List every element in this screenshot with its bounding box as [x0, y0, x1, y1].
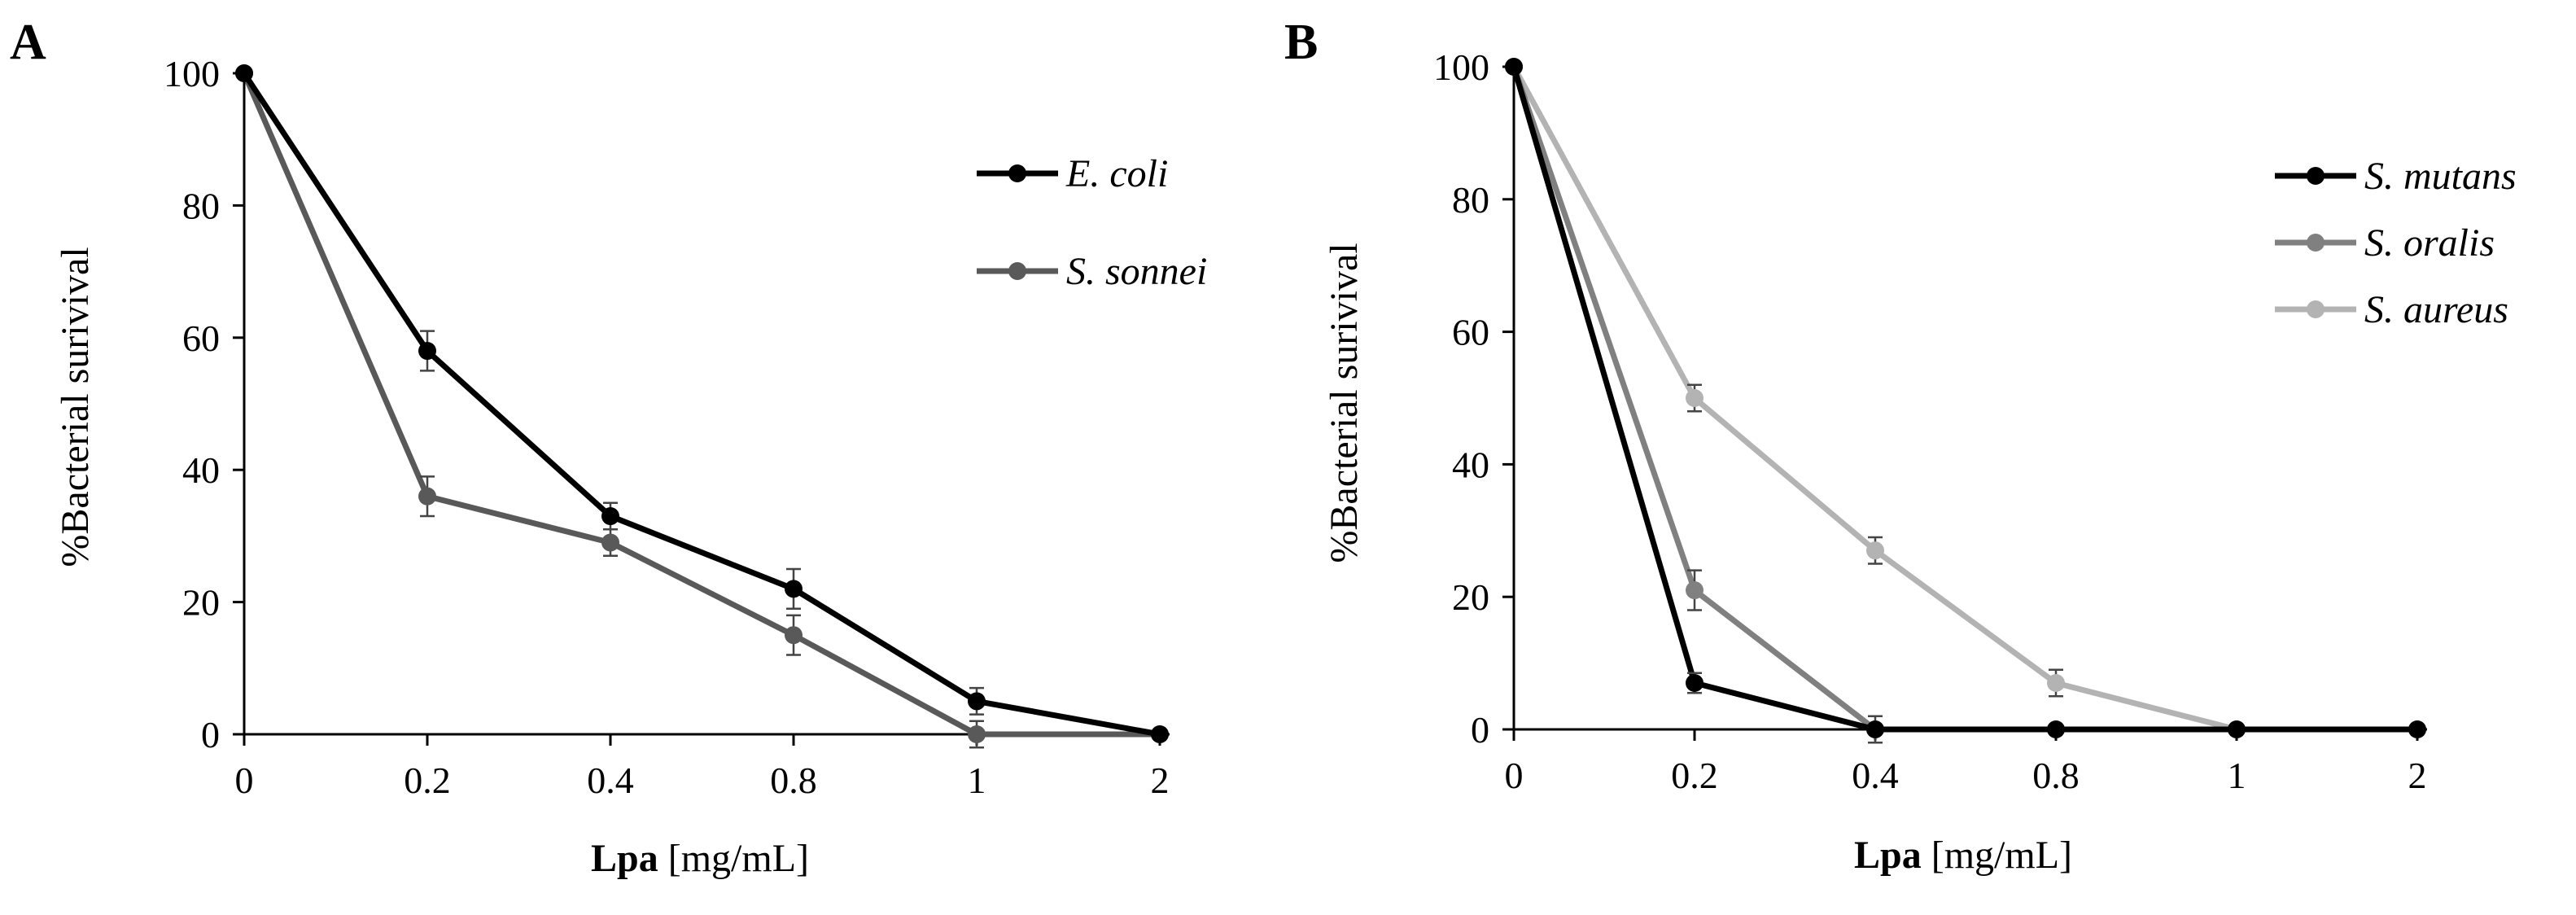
series-line [242, 72, 1161, 738]
plot-area: 0 20 40 60 80 100 0 0.2 0.4 0.8 1 2 S. mutans S. oral… [1433, 46, 2517, 796]
legend-swatch-marker [1008, 164, 1026, 182]
y-tick-label: 0 [1471, 709, 1489, 751]
legend-swatch-marker [1008, 262, 1026, 280]
data-point [2408, 720, 2426, 738]
x-tick-label: 0 [1505, 755, 1524, 796]
data-point [601, 507, 619, 526]
x-tick-label: 0.8 [770, 760, 817, 801]
y-axis-title: %Bacterial surivival [54, 247, 97, 567]
y-tick-label: 40 [182, 449, 220, 491]
series-line [241, 72, 1160, 738]
data-point [1151, 725, 1169, 743]
x-tick-label: 0.2 [1671, 755, 1718, 796]
legend-item: S. sonnei [977, 250, 1207, 293]
legend-label: E. coli [1065, 152, 1168, 195]
x-tick-label: 0.4 [587, 760, 634, 801]
legend-item: S. mutans [2275, 155, 2517, 198]
x-tick-label: 0.2 [404, 760, 451, 801]
panel-label: A [10, 15, 46, 70]
series-s-oralis [1505, 58, 2426, 744]
y-tick-label: 80 [1452, 179, 1489, 221]
y-tick-label: 80 [182, 185, 220, 226]
panel-b: B 0 20 40 60 80 100 0 0.2 0.4 0.8 1 2 S. mutans S. or… [1284, 15, 2517, 877]
x-tick-label: 2 [1151, 760, 1170, 801]
x-tick-label: 0 [235, 760, 254, 801]
legend-item: E. coli [977, 152, 1168, 195]
y-tick-label: 60 [182, 317, 220, 359]
data-point [1866, 541, 1884, 560]
legend-label: S. mutans [2364, 155, 2517, 198]
panel-a: A 0 20 40 60 80 100 0 0.2 0.4 0.8 1 2 E. coli S. sonn… [10, 15, 1207, 880]
legend-label: S. aureus [2364, 288, 2508, 331]
data-point [2047, 674, 2065, 693]
x-axis-title-unit: [mg/mL] [1922, 834, 2072, 877]
data-point [785, 626, 803, 645]
x-tick-label: 0.8 [2032, 755, 2080, 796]
data-point [968, 692, 986, 711]
legend-label: S. oralis [2364, 221, 2495, 265]
y-tick-label: 60 [1452, 312, 1489, 353]
x-tick-label: 0.4 [1852, 755, 1899, 796]
legend-swatch-marker [2307, 234, 2325, 252]
legend-label: S. sonnei [1066, 250, 1207, 293]
y-tick-label: 20 [1452, 576, 1489, 618]
y-tick-label: 20 [182, 582, 220, 624]
series-line [1511, 65, 2417, 733]
data-point [2047, 720, 2065, 738]
x-axis-title-bold: Lpa [591, 837, 658, 880]
series-s-aureus [1505, 58, 2426, 738]
data-point [235, 64, 253, 82]
data-point [418, 342, 436, 361]
series-s-sonnei [235, 64, 1169, 749]
y-tick-label: 40 [1452, 444, 1489, 485]
legend-swatch-marker [2307, 300, 2325, 318]
data-point [418, 487, 436, 506]
x-axis-title-unit: [mg/mL] [658, 837, 809, 880]
series-s-mutans [1505, 58, 2426, 738]
data-point [1505, 58, 1523, 76]
data-point [1866, 720, 1884, 738]
panel-label: B [1284, 15, 1318, 70]
data-point [968, 725, 986, 743]
data-point [601, 533, 619, 552]
data-point [785, 580, 803, 598]
y-tick-label: 100 [1433, 46, 1489, 88]
legend-swatch-marker [2307, 167, 2325, 185]
data-point [1686, 389, 1703, 407]
x-axis-title: Lpa [mg/mL] [1854, 834, 2072, 877]
legend-item: S. oralis [2275, 221, 2495, 265]
series-e-coli [235, 64, 1169, 743]
series-line [1511, 65, 2417, 733]
series-line [1511, 66, 2417, 733]
plot-area: 0 20 40 60 80 100 0 0.2 0.4 0.8 1 2 E. coli S. sonnei [164, 53, 1207, 801]
data-point [1686, 674, 1703, 693]
x-axis-title: Lpa [mg/mL] [591, 837, 809, 880]
y-axis-title: %Bacterial surivival [1323, 243, 1366, 563]
data-point [2228, 720, 2246, 738]
x-tick-label: 1 [2228, 755, 2246, 796]
data-point [1686, 581, 1703, 600]
y-tick-label: 100 [164, 53, 220, 94]
legend-item: S. aureus [2275, 288, 2508, 331]
x-axis-title-bold: Lpa [1854, 834, 1922, 877]
x-tick-label: 2 [2408, 755, 2427, 796]
y-tick-label: 0 [201, 714, 220, 755]
x-tick-label: 1 [968, 760, 986, 801]
